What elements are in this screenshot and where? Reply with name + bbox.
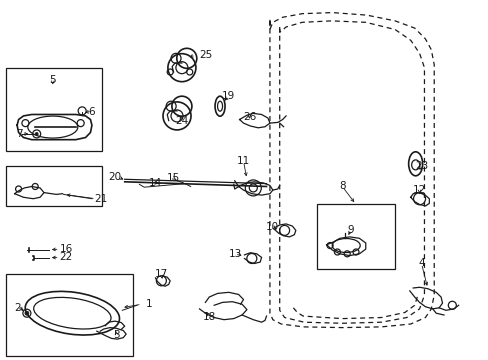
Text: 20: 20 — [108, 172, 121, 182]
Text: 14: 14 — [148, 178, 162, 188]
Text: 6: 6 — [88, 107, 95, 117]
Text: 19: 19 — [222, 91, 235, 102]
Circle shape — [35, 132, 38, 135]
Text: 8: 8 — [338, 181, 345, 192]
Bar — [6, 68, 102, 151]
Text: 7: 7 — [16, 129, 22, 139]
Text: 11: 11 — [236, 156, 250, 166]
Text: 21: 21 — [94, 194, 107, 204]
Text: 15: 15 — [166, 173, 180, 183]
Text: 4: 4 — [417, 258, 424, 268]
Text: 10: 10 — [266, 222, 279, 232]
Text: 18: 18 — [202, 312, 216, 322]
Text: 13: 13 — [228, 249, 242, 259]
Text: 1: 1 — [145, 299, 152, 309]
Text: 12: 12 — [412, 185, 426, 195]
Bar — [6, 274, 133, 356]
Bar — [6, 166, 102, 206]
Text: 22: 22 — [60, 252, 73, 262]
Text: 5: 5 — [49, 75, 56, 85]
Text: 17: 17 — [154, 269, 168, 279]
Circle shape — [25, 311, 29, 315]
Bar — [316, 204, 394, 269]
Text: 25: 25 — [199, 50, 212, 60]
Text: 2: 2 — [15, 303, 21, 313]
Text: 26: 26 — [242, 112, 256, 122]
Text: 23: 23 — [414, 161, 427, 171]
Text: 16: 16 — [60, 244, 73, 254]
Text: 9: 9 — [347, 225, 354, 235]
Text: 3: 3 — [113, 330, 120, 340]
Text: 24: 24 — [175, 116, 188, 126]
